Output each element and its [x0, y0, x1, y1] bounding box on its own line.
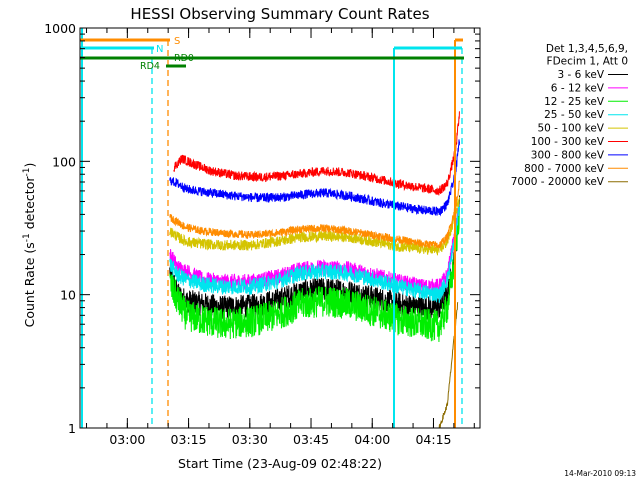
series-line-5	[173, 111, 460, 196]
ylabel-end: )	[22, 163, 37, 168]
legend-label-5: 100 - 300 keV	[531, 136, 605, 148]
y-tick-label-2: 100	[52, 154, 76, 169]
series-line-3	[169, 200, 461, 304]
plot-frame	[79, 27, 481, 429]
chart-title: HESSI Observing Summary Count Rates	[130, 5, 429, 23]
x-tick-label-0: 03:00	[109, 432, 145, 447]
ylabel-mid: detector	[22, 176, 37, 234]
legend-header-0: Det 1,3,4,5,6,9,	[546, 43, 628, 55]
overlay-layer: SN RD0 RD4	[80, 28, 464, 428]
ylabel-sup2: -1	[22, 168, 32, 177]
y-axis-label: Count Rate (s-1 detector-1)	[22, 163, 37, 328]
series-line-4	[169, 196, 461, 256]
x-tick-label-2: 03:30	[232, 432, 268, 447]
x-tick-label-4: 04:00	[354, 432, 390, 447]
x-tick-label-1: 03:15	[171, 432, 207, 447]
x-tick-label-5: 04:15	[415, 432, 451, 447]
footer-date: 14-Mar-2010 09:13	[564, 469, 636, 478]
y-tick-label-1: 10	[60, 288, 76, 303]
legend-label-3: 25 - 50 keV	[544, 109, 605, 121]
legend-label-1: 6 - 12 keV	[551, 82, 605, 94]
rd0-label: RD0	[174, 53, 194, 64]
axis-layer: 1 10 100 1000 03:00 03:15 03:30 03:45 04:00 04:15	[44, 21, 480, 447]
ylabel-main: Count Rate (s	[22, 242, 37, 327]
s-label: S	[174, 36, 180, 47]
series-line-2	[169, 209, 461, 343]
ylabel-sup1: -1	[22, 233, 32, 242]
legend-header-1: FDecim 1, Att 0	[547, 56, 628, 68]
n-label: N	[156, 44, 163, 55]
legend-label-7: 800 - 7000 keV	[524, 163, 605, 175]
x-axis-label: Start Time (23-Aug-09 02:48:22)	[178, 456, 382, 471]
legend-label-4: 50 - 100 keV	[537, 123, 604, 135]
legend-label-8: 7000 - 20000 keV	[511, 176, 605, 188]
legend: Det 1,3,4,5,6,9,FDecim 1, Att 03 - 6 keV…	[511, 43, 628, 188]
series-line-0	[169, 195, 461, 320]
x-tick-label-3: 03:45	[293, 432, 329, 447]
series-line-7	[169, 180, 461, 249]
rd4-label: RD4	[140, 61, 160, 72]
svg-text:Count Rate (s-1 detector-1): Count Rate (s-1 detector-1)	[22, 163, 37, 328]
legend-label-0: 3 - 6 keV	[557, 69, 604, 81]
series-layer	[169, 111, 461, 429]
series-line-6	[169, 139, 461, 217]
legend-label-2: 12 - 25 keV	[544, 96, 605, 108]
legend-label-6: 300 - 800 keV	[531, 149, 605, 161]
y-tick-label-0: 1	[68, 421, 76, 436]
y-tick-label-3: 1000	[44, 21, 76, 36]
